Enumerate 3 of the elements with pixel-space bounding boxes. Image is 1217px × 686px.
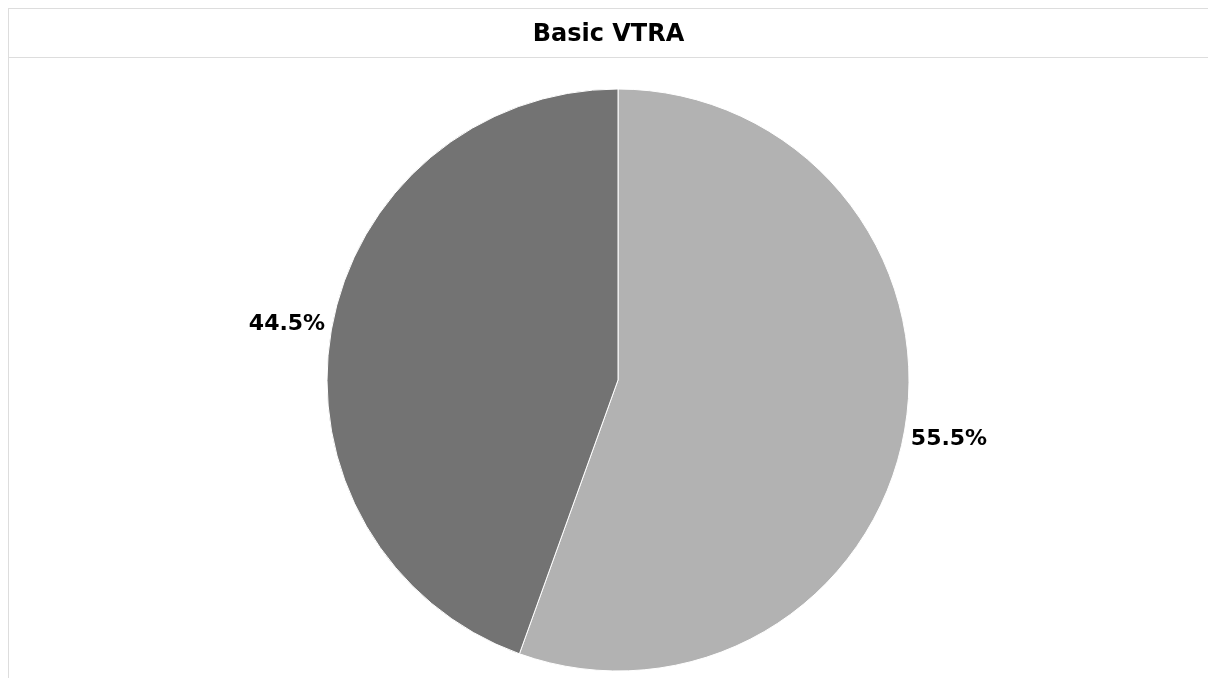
- chart-title: Basic VTRA: [9, 9, 1208, 58]
- data-label: 55.5%: [910, 425, 988, 451]
- data-label: 44.5%: [248, 309, 326, 335]
